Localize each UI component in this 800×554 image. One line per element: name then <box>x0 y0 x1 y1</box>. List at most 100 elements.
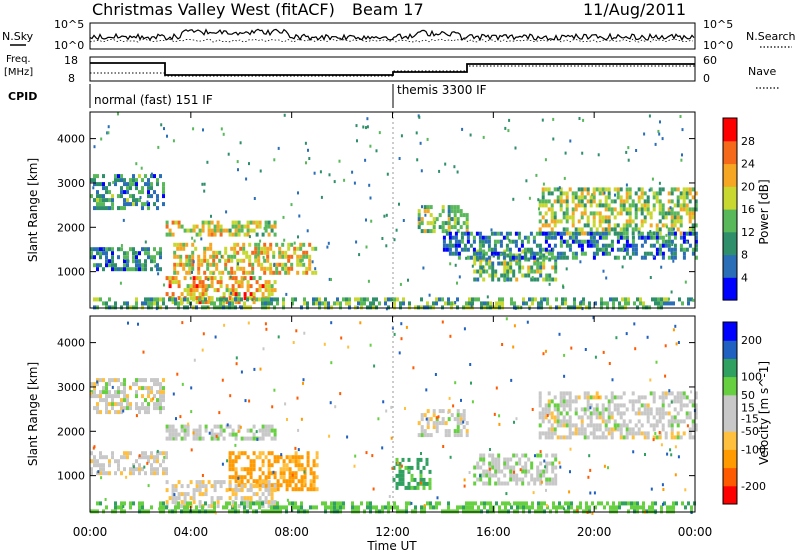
heatmap-cell <box>96 297 99 302</box>
heatmap-cell <box>616 395 620 400</box>
heatmap-cell <box>580 239 584 244</box>
heatmap-cell <box>183 492 187 497</box>
heatmap-cell <box>117 267 120 272</box>
heatmap-cell <box>90 459 93 464</box>
y-tick-label: 3000 <box>57 177 85 190</box>
heatmap-cell <box>180 224 184 229</box>
heatmap-cell <box>126 305 129 310</box>
heatmap-cell <box>631 391 635 396</box>
heatmap-cell <box>691 195 695 200</box>
heatmap-cell <box>105 255 108 260</box>
heatmap-cell <box>540 505 543 510</box>
heatmap-cell <box>303 509 306 514</box>
heatmap-cell <box>640 187 644 192</box>
heatmap-cell <box>657 301 660 306</box>
heatmap-cell <box>249 488 253 493</box>
heatmap-cell <box>408 469 411 473</box>
heatmap-cell <box>670 231 674 236</box>
heatmap-cell <box>264 496 268 501</box>
heatmap-cell <box>562 251 566 256</box>
heatmap-cell <box>646 195 650 200</box>
heatmap-cell <box>631 399 635 404</box>
heatmap-cell <box>373 364 376 368</box>
heatmap-cell <box>213 480 217 485</box>
heatmap-cell <box>147 251 150 256</box>
heatmap-cell <box>631 407 635 412</box>
heatmap-cell <box>195 305 198 310</box>
heatmap-cell <box>472 235 476 240</box>
heatmap-cell <box>432 217 436 222</box>
heatmap-cell <box>222 480 226 485</box>
heatmap-cell <box>573 301 576 306</box>
heatmap-cell <box>418 115 421 119</box>
heatmap-cell <box>482 135 485 139</box>
heatmap-cell <box>163 127 165 131</box>
heatmap-cell <box>621 297 624 302</box>
heatmap-cell <box>649 223 653 228</box>
heatmap-cell <box>589 235 593 240</box>
heatmap-cell <box>158 507 161 511</box>
heatmap-cell <box>390 505 393 510</box>
heatmap-cell <box>123 198 126 203</box>
heatmap-cell <box>435 501 438 506</box>
heatmap-cell <box>447 209 451 214</box>
heatmap-cell <box>496 251 500 256</box>
heatmap-cell <box>604 427 608 432</box>
heatmap-cell <box>627 146 630 150</box>
heatmap-cell <box>531 297 534 302</box>
heatmap-cell <box>688 211 692 216</box>
heatmap-cell <box>228 480 232 485</box>
heatmap-cell <box>258 467 262 472</box>
heatmap-cell <box>637 187 641 192</box>
heatmap-cell <box>243 467 247 472</box>
heatmap-cell <box>493 243 497 248</box>
heatmap-cell <box>168 284 172 289</box>
heatmap-cell <box>469 133 472 137</box>
heatmap-cell <box>543 509 546 514</box>
heatmap-cell <box>105 251 108 256</box>
heatmap-cell <box>582 301 585 306</box>
heatmap-cell <box>419 222 422 226</box>
heatmap-cell <box>180 292 184 297</box>
heatmap-cell <box>96 459 99 464</box>
heatmap-cell <box>138 198 141 203</box>
heatmap-cell <box>460 235 464 240</box>
heatmap-cell <box>107 125 110 129</box>
heatmap-cell <box>664 344 667 348</box>
colorbar-swatch <box>723 140 737 165</box>
heatmap-cell <box>520 239 524 244</box>
heatmap-cell <box>119 281 122 285</box>
heatmap-cell <box>132 305 135 310</box>
heatmap-cell <box>346 435 349 439</box>
heatmap-cell <box>583 431 587 436</box>
heatmap-cell <box>655 411 659 416</box>
heatmap-cell <box>576 305 579 310</box>
heatmap-cell <box>606 305 609 310</box>
heatmap-cell <box>96 394 99 399</box>
heatmap-cell <box>438 225 442 230</box>
heatmap-cell <box>633 505 636 510</box>
heatmap-cell <box>465 217 469 222</box>
heatmap-cell <box>589 395 593 400</box>
heatmap-cell <box>174 484 178 489</box>
heatmap-cell <box>237 280 241 285</box>
heatmap-cell <box>640 211 644 216</box>
heatmap-cell <box>234 467 238 472</box>
heatmap-cell <box>552 505 555 510</box>
heatmap-cell <box>311 246 315 251</box>
heatmap-cell <box>682 247 686 252</box>
heatmap-cell <box>162 190 165 195</box>
heatmap-cell <box>195 232 199 237</box>
heatmap-cell <box>539 477 543 482</box>
heatmap-cell <box>519 505 522 510</box>
heatmap-cell <box>330 278 332 281</box>
heatmap-cell <box>655 199 659 204</box>
heatmap-cell <box>252 492 256 497</box>
heatmap-cell <box>622 243 626 248</box>
heatmap-cell <box>673 215 677 220</box>
heatmap-cell <box>93 255 96 260</box>
heatmap-cell <box>432 505 435 510</box>
heatmap-cell <box>258 501 261 506</box>
heatmap-cell <box>486 295 489 299</box>
heatmap-cell <box>111 255 114 260</box>
